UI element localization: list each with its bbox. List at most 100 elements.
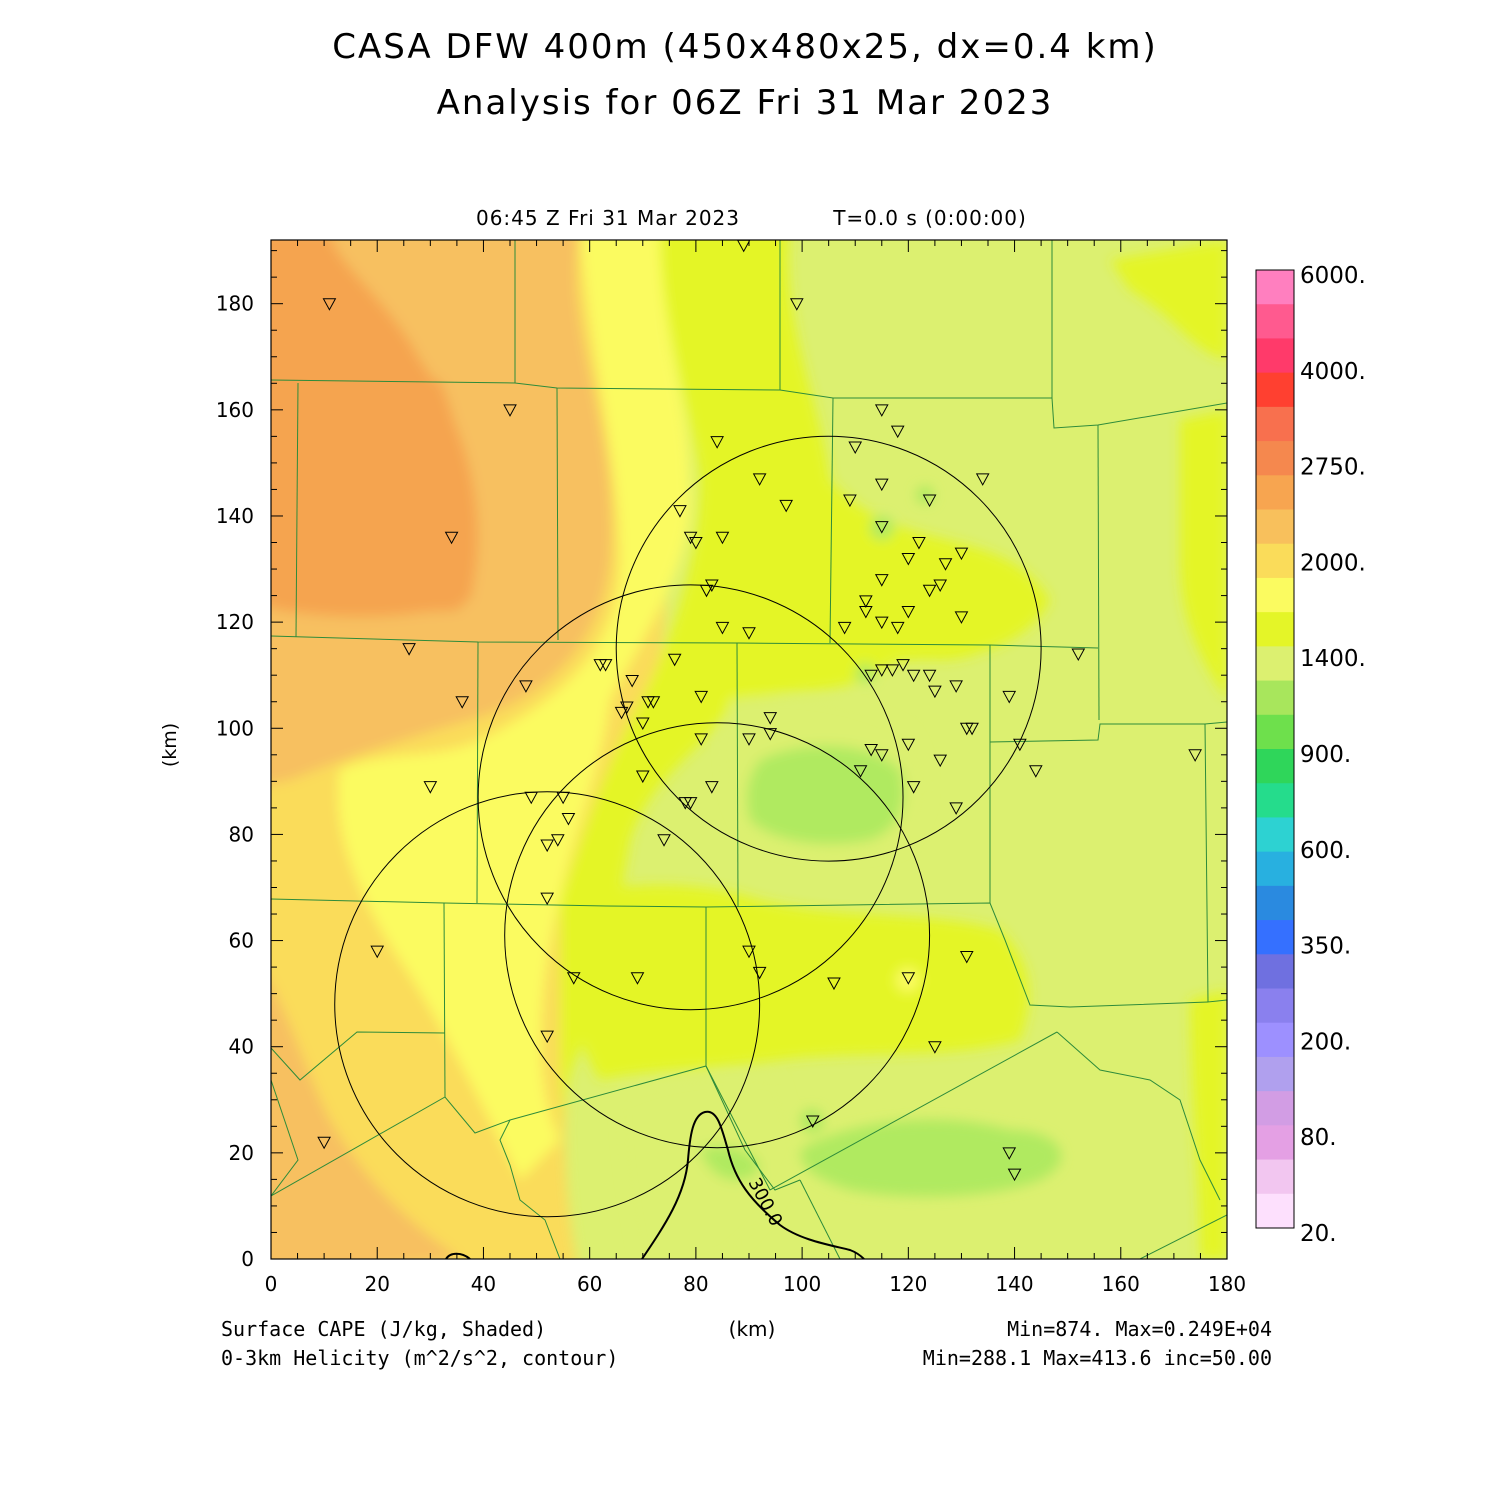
county-boundaries — [271, 240, 1227, 1259]
station-marker — [519, 680, 533, 693]
station-marker — [1071, 648, 1086, 662]
station-marker — [370, 945, 385, 959]
station-marker — [423, 781, 438, 794]
station-marker — [874, 749, 889, 762]
station-marker — [901, 606, 916, 619]
x-tick-label: 60 — [577, 1272, 602, 1296]
station-marker — [667, 653, 682, 667]
station-marker — [540, 1030, 555, 1044]
x-tick-label: 100 — [783, 1272, 821, 1296]
station-marker — [885, 664, 900, 677]
colorbar-label: 600. — [1300, 838, 1351, 864]
station-marker — [928, 685, 942, 699]
station-marker — [890, 425, 905, 439]
station-marker — [752, 473, 767, 486]
x-tick-label: 40 — [471, 1272, 496, 1296]
station-marker — [683, 797, 698, 810]
colorbar-swatch — [1256, 783, 1294, 818]
contour-field-label: 0-3km Helicity (m^2/s^2, contour) — [221, 1346, 618, 1370]
x-tick-label: 140 — [995, 1272, 1033, 1296]
colorbar-swatch — [1256, 851, 1294, 887]
station-marker — [779, 499, 794, 513]
station-marker — [949, 680, 963, 693]
station-marker — [864, 744, 878, 757]
colorbar-label: 200. — [1300, 1029, 1351, 1055]
station-marker — [912, 537, 926, 550]
colorbar-label: 6000. — [1300, 263, 1366, 289]
station-marker — [1028, 765, 1043, 778]
station-marker — [901, 972, 916, 985]
station-marker — [874, 574, 889, 587]
colorbar-label: 4000. — [1300, 359, 1366, 385]
colorbar-swatch — [1256, 714, 1294, 750]
station-marker — [1002, 690, 1017, 704]
colorbar-label: 350. — [1300, 934, 1351, 960]
contour-field-stats: Min=288.1 Max=413.6 inc=50.00 — [923, 1346, 1272, 1370]
simulation-time-label: T=0.0 s (0:00:00) — [832, 206, 1027, 230]
station-marker — [614, 706, 629, 720]
station-marker — [954, 547, 969, 561]
station-marker — [503, 404, 517, 417]
colorbar-swatch — [1256, 1159, 1294, 1195]
colorbar-swatch — [1256, 1125, 1294, 1161]
x-tick-label: 0 — [265, 1272, 278, 1296]
station-marker — [805, 1115, 820, 1129]
station-marker — [694, 733, 709, 746]
station-marker — [874, 616, 889, 630]
station-marker — [689, 537, 703, 550]
radar-ring-1 — [615, 435, 1042, 862]
station-marker — [710, 436, 724, 449]
radar-ring-2 — [477, 584, 904, 1011]
x-tick-label: 160 — [1102, 1272, 1140, 1296]
station-marker — [1002, 1147, 1017, 1160]
station-marker — [827, 977, 841, 991]
y-tick-label: 0 — [241, 1247, 254, 1271]
shaded-field-stats: Min=874. Max=0.249E+04 — [1007, 1317, 1272, 1341]
station-marker — [874, 664, 889, 677]
station-marker — [598, 659, 613, 672]
colorbar-label: 1400. — [1300, 646, 1366, 672]
colorbar-label: 900. — [1300, 742, 1351, 768]
station-marker — [699, 584, 714, 598]
station-marker — [625, 675, 639, 688]
colorbar-swatch — [1256, 1193, 1294, 1229]
y-tick-label: 40 — [229, 1035, 254, 1059]
station-marker — [933, 579, 948, 593]
colorbar-label: 2000. — [1300, 550, 1366, 576]
station-marker — [1013, 738, 1027, 752]
station-marker — [1188, 749, 1202, 762]
station-marker — [922, 584, 937, 598]
station-marker — [673, 505, 687, 518]
y-tick-label: 100 — [216, 716, 254, 740]
station-marker — [322, 298, 337, 311]
x-tick-label: 80 — [683, 1272, 708, 1296]
station-marker — [837, 621, 852, 635]
station-marker — [444, 531, 459, 545]
colorbar-swatch — [1256, 543, 1294, 579]
colorbar-swatch — [1256, 304, 1294, 339]
station-markers — [317, 240, 1202, 1182]
station-marker — [906, 669, 921, 683]
station-marker — [975, 473, 990, 486]
station-marker — [524, 791, 539, 805]
station-marker — [742, 945, 756, 959]
colorbar-swatch — [1256, 920, 1294, 955]
station-marker — [901, 552, 916, 566]
station-marker — [566, 972, 581, 985]
colorbar-swatch — [1256, 1022, 1294, 1058]
station-marker — [789, 298, 804, 311]
station-marker — [853, 765, 868, 778]
x-axis-label: (km) — [729, 1317, 776, 1341]
station-marker — [1007, 1168, 1022, 1182]
station-marker — [550, 834, 565, 847]
station-marker — [540, 892, 555, 906]
station-marker — [763, 712, 778, 725]
station-marker — [938, 558, 953, 571]
station-marker — [742, 733, 756, 746]
station-marker — [848, 441, 863, 455]
station-marker — [763, 728, 778, 741]
colorbar-swatch — [1256, 612, 1294, 647]
radar-ring-4 — [334, 791, 761, 1218]
colorbar-swatch — [1256, 372, 1294, 408]
valid-time-label: 06:45 Z Fri 31 Mar 2023 — [476, 206, 740, 230]
